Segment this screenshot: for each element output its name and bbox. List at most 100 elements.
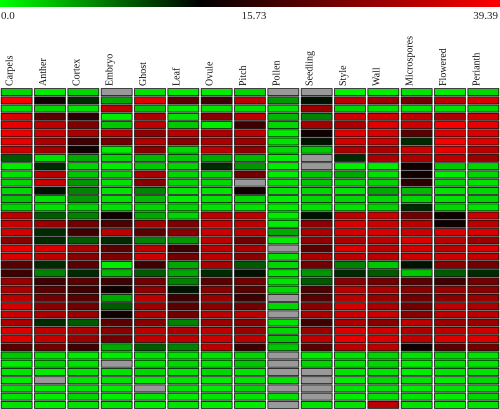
heatmap-cell-18-14 [467,236,500,245]
heatmap-cell-30-9 [300,335,333,343]
heatmap-cell-20-2 [67,252,100,261]
heatmap-cell-38-5 [167,400,200,409]
heatmap-cell-13-5 [167,195,200,204]
heatmap-cell-29-3 [100,326,133,335]
heatmap-cell-16-6 [200,219,233,228]
heatmap-cell-5-12 [400,129,433,138]
heatmap-cell-9-11 [367,162,400,171]
heatmap-cell-33-8 [267,359,300,368]
heatmap-cell-1-9 [300,96,333,105]
heatmap-cell-37-13 [434,392,466,401]
heatmap-cell-15-13 [434,211,466,220]
heatmap-cell-18-5 [167,236,200,245]
heatmap-cell-22-0 [0,269,33,278]
heatmap-cell-19-13 [434,244,466,253]
heatmap-cell-24-2 [67,285,100,294]
heatmap-cell-31-12 [400,343,433,352]
heatmap-cell-34-9 [300,368,333,376]
heatmap-cell-32-4 [134,351,166,360]
heatmap-cell-3-4 [134,112,166,121]
heatmap-cell-23-0 [0,277,33,286]
heatmap-cell-5-14 [467,129,500,138]
heatmap-cell-15-7 [234,211,266,220]
heatmap-cell-22-9 [300,269,333,278]
heatmap-cell-31-10 [334,343,366,352]
heatmap-cell-32-5 [167,351,200,360]
heatmap-cell-5-4 [134,129,166,138]
heatmap-cell-17-8 [267,228,300,236]
heatmap-cell-3-11 [367,112,400,121]
heatmap-cell-0-11 [367,88,400,97]
heatmap-cell-11-0 [0,178,33,187]
heatmap-cell-22-3 [100,269,133,278]
heatmap-cell-36-5 [167,384,200,393]
heatmap-cell-22-5 [167,269,200,278]
heatmap-cell-23-2 [67,277,100,286]
heatmap-cell-15-3 [100,211,133,220]
heatmap-cell-2-13 [434,104,466,113]
heatmap-cell-11-4 [134,178,166,187]
heatmap-cell-30-4 [134,335,166,343]
heatmap-cell-19-4 [134,244,166,253]
heatmap-cell-16-3 [100,219,133,228]
heatmap-cell-36-6 [200,384,233,393]
heatmap-cell-36-1 [34,384,66,393]
heatmap-cell-14-14 [467,203,500,212]
heatmap-cell-16-13 [434,219,466,228]
heatmap-cell-33-10 [334,359,366,368]
heatmap-cell-12-11 [367,186,400,195]
heatmap-cell-23-3 [100,277,133,286]
heatmap-cell-33-0 [0,359,33,368]
heatmap-cell-36-12 [400,384,433,393]
heatmap-cell-26-13 [434,302,466,311]
heatmap-cell-11-1 [34,178,66,187]
heatmap-cell-35-2 [67,376,100,385]
heatmap-cell-31-5 [167,343,200,352]
heatmap-cell-20-0 [0,252,33,261]
heatmap-cell-9-13 [434,162,466,171]
heatmap-cell-30-6 [200,335,233,343]
heatmap-cell-21-10 [334,261,366,269]
heatmap-cell-27-9 [300,310,333,319]
heatmap-cell-20-13 [434,252,466,261]
heatmap-cell-25-4 [134,293,166,302]
heatmap-cell-5-9 [300,129,333,138]
heatmap-cell-18-3 [100,236,133,245]
heatmap-cell-30-0 [0,335,33,343]
heatmap-cell-27-1 [34,310,66,319]
heatmap-cell-35-4 [134,376,166,385]
heatmap-cell-6-7 [234,137,266,146]
heatmap-cell-7-12 [400,145,433,154]
heatmap-cell-33-11 [367,359,400,368]
heatmap-cell-28-1 [34,318,66,327]
heatmap-cell-14-1 [34,203,66,212]
heatmap-cell-6-6 [200,137,233,146]
heatmap-cell-22-7 [234,269,266,278]
heatmap-cell-37-1 [34,392,66,401]
heatmap-cell-28-8 [267,318,300,327]
heatmap-cell-13-14 [467,195,500,204]
heatmap-cell-26-9 [300,302,333,311]
heatmap-cell-16-5 [167,219,200,228]
heatmap-cell-8-12 [400,154,433,162]
heatmap-cell-12-12 [400,186,433,195]
heatmap-cell-7-11 [367,145,400,154]
heatmap-cell-13-4 [134,195,166,204]
heatmap-cell-32-12 [400,351,433,360]
heatmap-cell-4-12 [400,121,433,129]
heatmap-cell-14-4 [134,203,166,212]
heatmap-cell-33-4 [134,359,166,368]
heatmap-cell-6-0 [0,137,33,146]
heatmap-cell-17-14 [467,228,500,236]
heatmap-cell-4-6 [200,121,233,129]
heatmap-cell-21-2 [67,261,100,269]
heatmap-cell-31-4 [134,343,166,352]
heatmap-cell-37-4 [134,392,166,401]
heatmap-cell-17-6 [200,228,233,236]
heatmap-cell-36-9 [300,384,333,393]
heatmap-cell-19-0 [0,244,33,253]
heatmap-cell-31-3 [100,343,133,352]
colorbar [0,0,500,7]
heatmap-cell-32-2 [67,351,100,360]
heatmap-cell-25-10 [334,293,366,302]
